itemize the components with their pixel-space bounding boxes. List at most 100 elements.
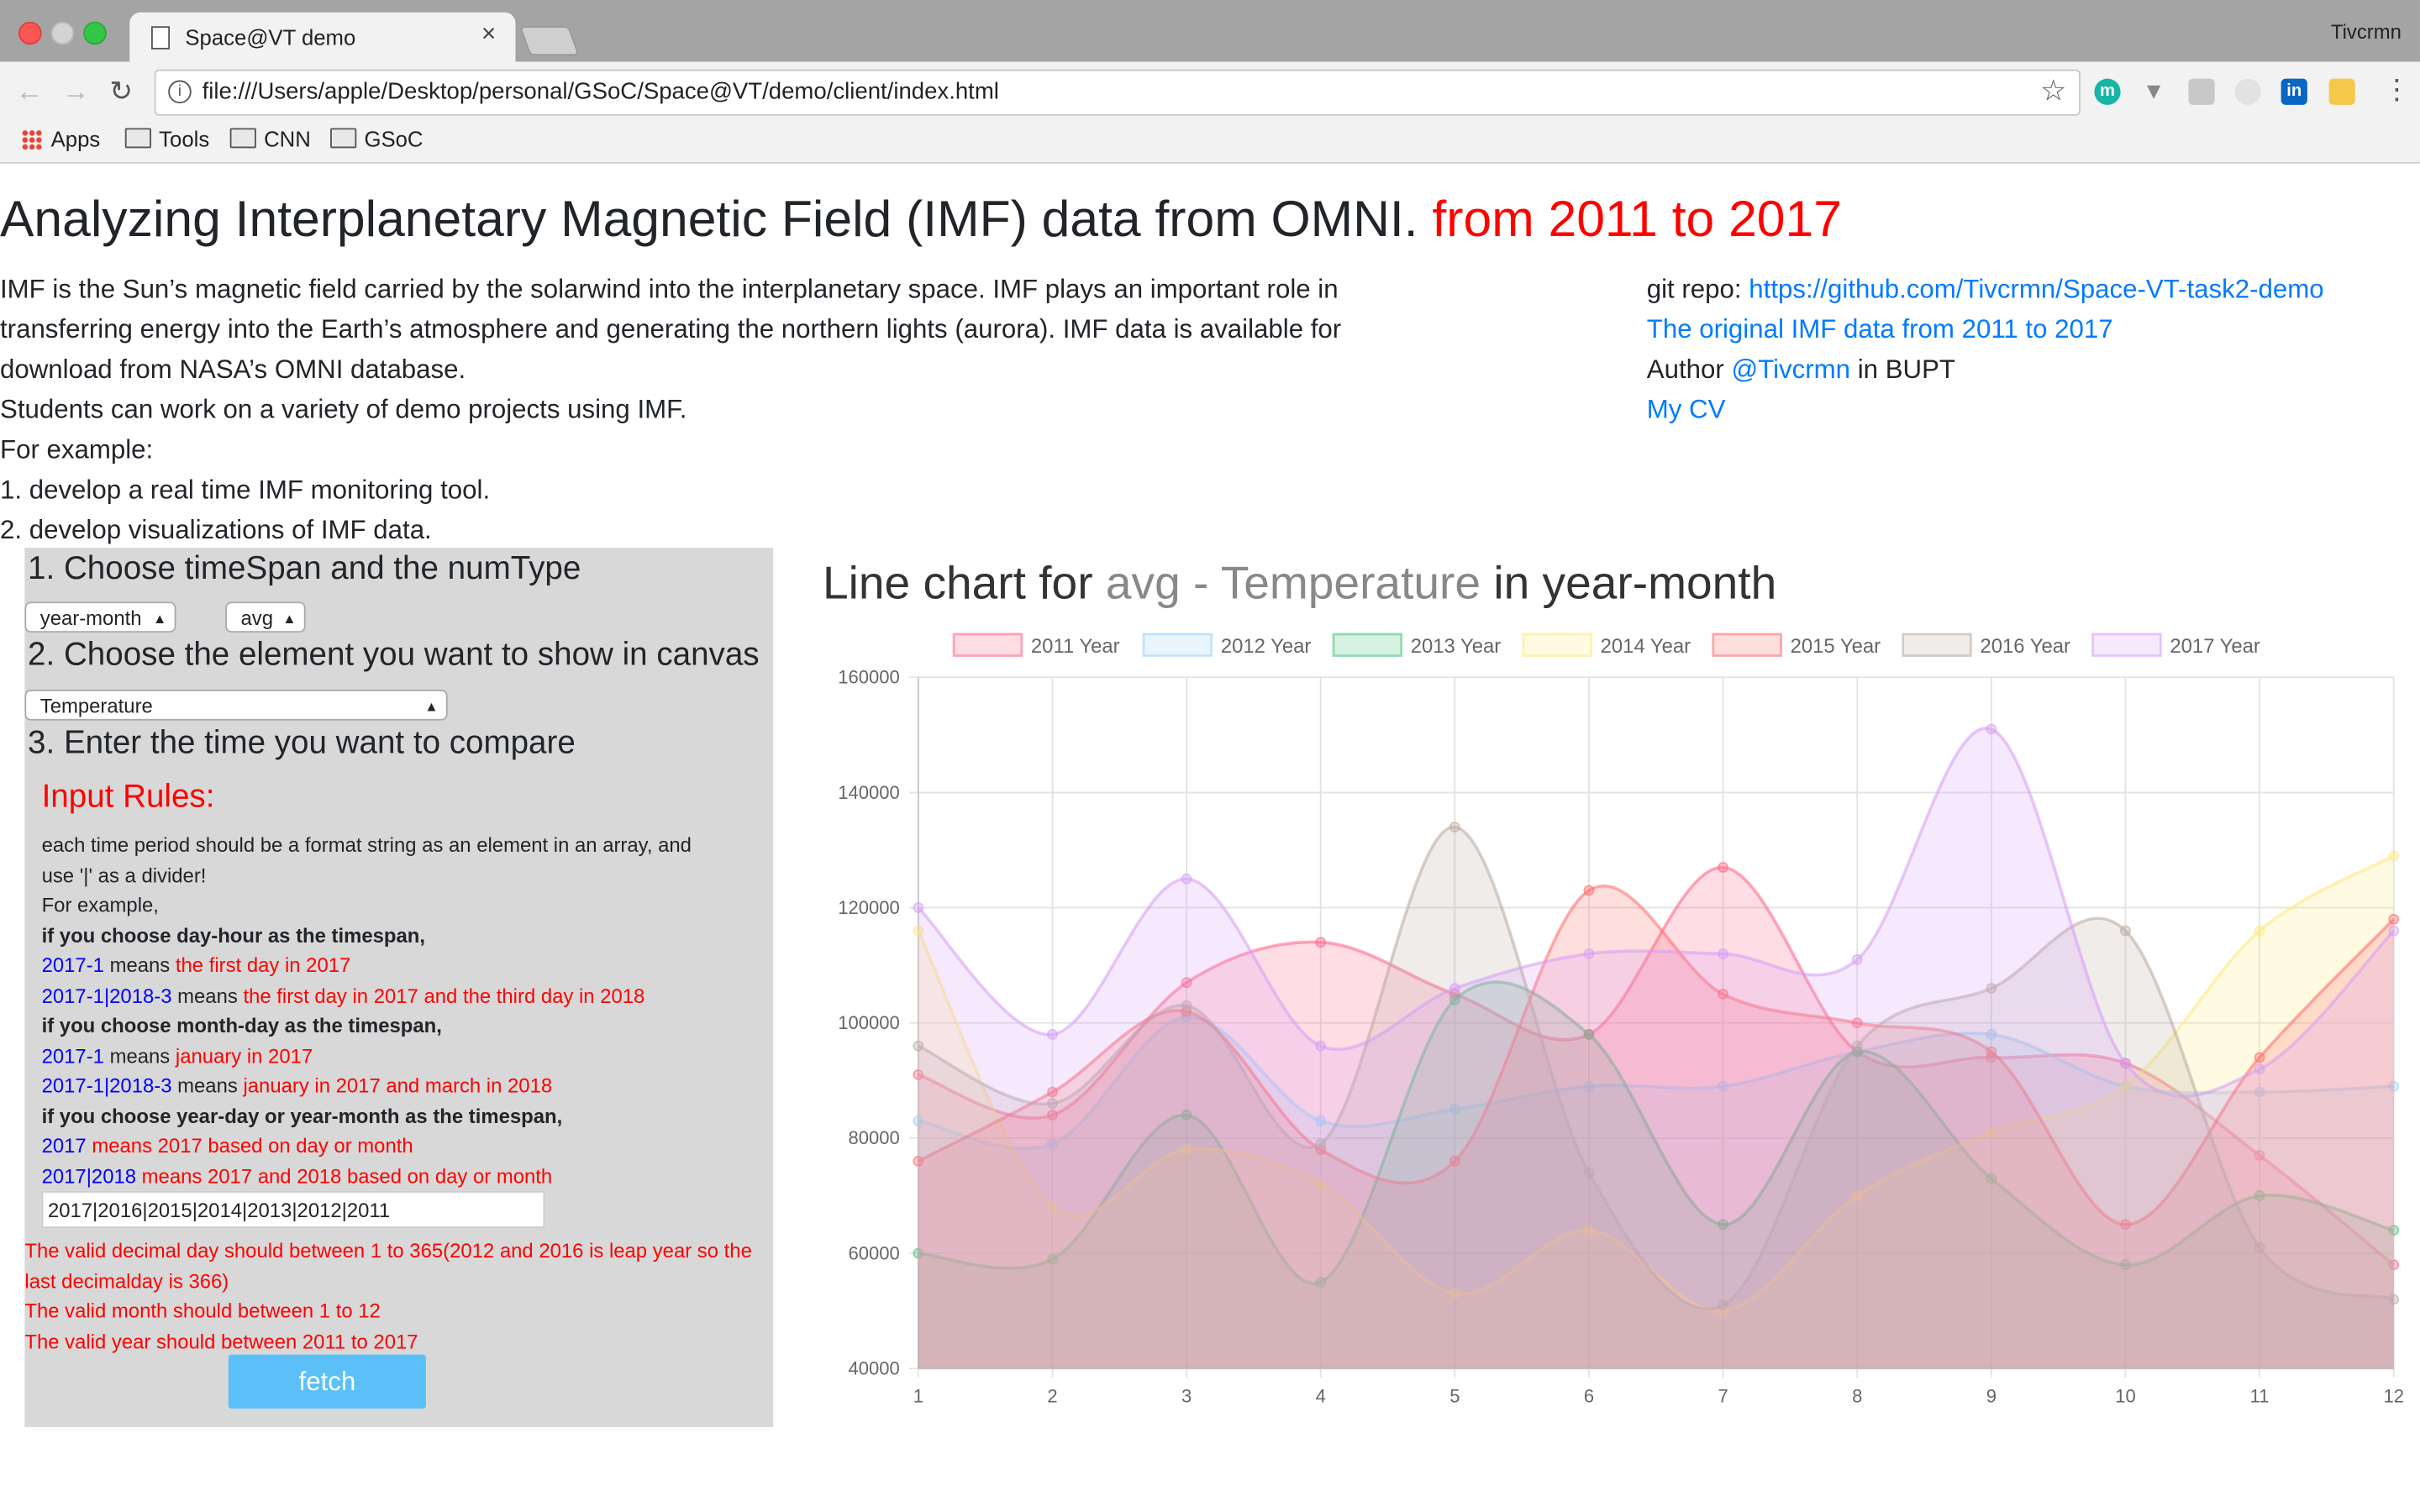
bookmark-star-icon[interactable]: ☆: [2040, 75, 2067, 108]
data-point[interactable]: [1986, 1126, 1997, 1138]
data-point[interactable]: [2254, 1150, 2265, 1161]
data-point[interactable]: [1047, 1253, 1058, 1265]
data-point[interactable]: [1449, 983, 1460, 995]
data-point[interactable]: [913, 1069, 924, 1080]
back-arrow-icon[interactable]: ←: [15, 75, 44, 107]
data-point[interactable]: [1449, 994, 1460, 1005]
maximize-window-button[interactable]: [83, 21, 107, 45]
bookmark-apps[interactable]: Apps: [21, 127, 100, 151]
data-point[interactable]: [2254, 1190, 2265, 1201]
legend-item[interactable]: 2013 Year: [1332, 633, 1501, 658]
address-bar[interactable]: i file:///Users/apple/Desktop/personal/G…: [154, 69, 2081, 116]
bookmark-tools[interactable]: Tools: [124, 127, 209, 151]
data-point[interactable]: [1449, 822, 1460, 833]
browser-tab[interactable]: Space@VT demo ×: [129, 12, 516, 62]
bookmark-gsoc[interactable]: GSoC: [330, 127, 423, 151]
data-point[interactable]: [1583, 1167, 1595, 1179]
data-point[interactable]: [913, 1040, 924, 1052]
data-point[interactable]: [2254, 925, 2265, 937]
fetch-button[interactable]: fetch: [228, 1354, 426, 1409]
data-point[interactable]: [913, 925, 924, 937]
data-point[interactable]: [2254, 1063, 2265, 1075]
legend-item[interactable]: 2016 Year: [1902, 633, 2070, 658]
data-point[interactable]: [2388, 913, 2400, 925]
data-point[interactable]: [1851, 1040, 1863, 1052]
data-point[interactable]: [1047, 1110, 1058, 1121]
data-point[interactable]: [1718, 862, 1729, 874]
data-point[interactable]: [1718, 948, 1729, 959]
author-link[interactable]: @Tivcrmn: [1731, 354, 1851, 385]
data-point[interactable]: [1583, 1225, 1595, 1236]
legend-item[interactable]: 2014 Year: [1522, 633, 1691, 658]
data-point[interactable]: [1583, 1029, 1595, 1040]
data-point[interactable]: [2254, 1052, 2265, 1063]
data-point[interactable]: [1449, 1155, 1460, 1167]
data-point[interactable]: [1718, 1080, 1729, 1092]
data-point[interactable]: [1851, 953, 1863, 965]
element-select[interactable]: Temperature ▲: [24, 690, 448, 721]
data-point[interactable]: [2120, 1058, 2131, 1069]
data-point[interactable]: [1986, 983, 1997, 995]
extension-m-icon[interactable]: m: [2094, 78, 2121, 105]
data-point[interactable]: [2254, 1086, 2265, 1098]
timespan-select[interactable]: year-month ▲: [24, 601, 176, 633]
data-point[interactable]: [1718, 1299, 1729, 1311]
tab-close-icon[interactable]: ×: [481, 21, 497, 48]
data-point[interactable]: [2120, 1219, 2131, 1231]
data-point[interactable]: [2388, 925, 2400, 937]
extension-note-icon[interactable]: [2328, 78, 2355, 105]
data-point[interactable]: [2254, 1242, 2265, 1253]
data-point[interactable]: [1718, 1219, 1729, 1231]
data-point[interactable]: [1315, 1276, 1327, 1288]
reload-icon[interactable]: ↻: [109, 75, 134, 107]
legend-item[interactable]: 2015 Year: [1712, 633, 1881, 658]
data-point[interactable]: [1047, 1098, 1058, 1110]
data-point[interactable]: [1047, 1029, 1058, 1040]
minimize-window-button[interactable]: [50, 21, 75, 45]
new-tab-button[interactable]: [519, 26, 580, 56]
data-point[interactable]: [1315, 1179, 1327, 1190]
data-point[interactable]: [1718, 989, 1729, 1000]
data-point[interactable]: [1583, 1080, 1595, 1092]
data-point[interactable]: [2388, 1080, 2400, 1092]
data-point[interactable]: [1181, 1144, 1192, 1156]
data-point[interactable]: [2388, 1294, 2400, 1305]
data-point[interactable]: [1315, 937, 1327, 948]
data-point[interactable]: [1583, 885, 1595, 896]
original-data-link[interactable]: The original IMF data from 2011 to 2017: [1646, 314, 2113, 344]
data-point[interactable]: [1449, 1288, 1460, 1299]
data-point[interactable]: [2388, 1225, 2400, 1236]
data-point[interactable]: [913, 1155, 924, 1167]
data-point[interactable]: [2388, 1259, 2400, 1271]
data-point[interactable]: [913, 1247, 924, 1259]
data-point[interactable]: [1583, 948, 1595, 959]
info-icon[interactable]: i: [168, 80, 192, 104]
forward-arrow-icon[interactable]: →: [61, 75, 90, 107]
numtype-select[interactable]: avg ▲: [225, 601, 306, 633]
data-point[interactable]: [1181, 977, 1192, 989]
cv-link[interactable]: My CV: [1646, 395, 1726, 425]
data-point[interactable]: [1986, 723, 1997, 735]
legend-item[interactable]: 2011 Year: [952, 633, 1120, 658]
repo-link[interactable]: https://github.com/Tivcrmn/Space-VT-task…: [1749, 274, 2324, 304]
data-point[interactable]: [1851, 1190, 1863, 1201]
extension-v-icon[interactable]: ▼: [2142, 78, 2165, 105]
data-point[interactable]: [2120, 1080, 2131, 1092]
data-point[interactable]: [1047, 1138, 1058, 1150]
data-point[interactable]: [1986, 1029, 1997, 1040]
extension-circle-icon[interactable]: [2234, 78, 2261, 105]
data-point[interactable]: [1986, 1046, 1997, 1058]
legend-item[interactable]: 2017 Year: [2091, 633, 2260, 658]
data-point[interactable]: [1315, 1040, 1327, 1052]
data-point[interactable]: [2120, 925, 2131, 937]
data-point[interactable]: [913, 1115, 924, 1126]
linkedin-icon[interactable]: in: [2281, 78, 2307, 105]
bookmark-cnn[interactable]: CNN: [229, 127, 311, 151]
data-point[interactable]: [1181, 873, 1192, 885]
legend-item[interactable]: 2012 Year: [1142, 633, 1311, 658]
extension-doc-icon[interactable]: [2188, 78, 2215, 105]
data-point[interactable]: [1047, 1086, 1058, 1098]
data-point[interactable]: [1851, 1017, 1863, 1029]
data-point[interactable]: [2120, 1259, 2131, 1271]
data-point[interactable]: [1047, 1201, 1058, 1213]
